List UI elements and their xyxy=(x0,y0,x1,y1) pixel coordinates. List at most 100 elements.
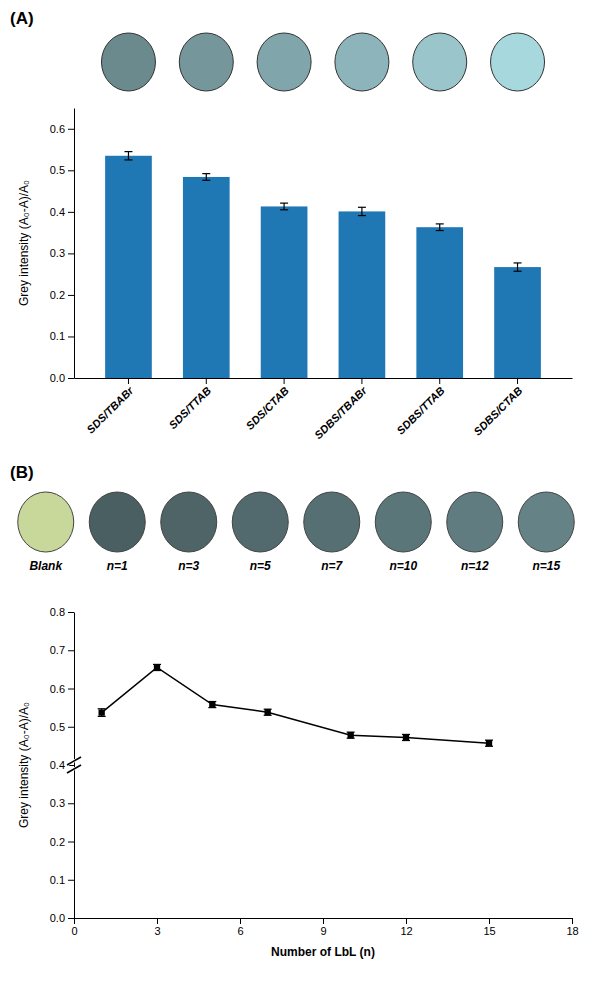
tick-label: 18 xyxy=(566,925,578,937)
figure: (A)SDS/TBABrSDS/TTABSDS/CTABSDBS/TBABrSD… xyxy=(0,0,592,992)
tick-mark xyxy=(68,727,74,728)
x-axis-title: Number of LbL (n) xyxy=(271,945,375,959)
error-bar xyxy=(208,702,216,708)
error-bar xyxy=(202,174,210,181)
tick: SDS/TTAB xyxy=(166,378,213,431)
tick: 0.5 xyxy=(50,721,74,733)
tick-label: 0.6 xyxy=(50,123,65,135)
error-cap xyxy=(514,271,522,272)
error-bar xyxy=(485,740,493,746)
error-bar xyxy=(514,263,522,271)
axis-line xyxy=(74,109,75,379)
tick-label: 6 xyxy=(237,925,243,937)
tick: 0.1 xyxy=(50,330,74,342)
error-cap xyxy=(98,716,106,717)
tick-mark xyxy=(68,378,74,379)
sample-swatch xyxy=(161,492,217,552)
annotation: Blank xyxy=(29,559,63,573)
error-cap xyxy=(124,159,132,160)
error-bar xyxy=(358,207,366,215)
tick-label: SDS/TBABr xyxy=(84,384,136,436)
sample-swatch xyxy=(375,492,431,552)
y-axis-title: Grey intensity (A₀-A)/A₀ xyxy=(17,702,31,828)
sample-swatch xyxy=(89,492,145,552)
break-mark xyxy=(67,757,81,765)
tick-mark xyxy=(489,918,490,924)
error-bar xyxy=(124,152,132,160)
error-bar xyxy=(264,709,272,715)
error-cap xyxy=(358,207,366,208)
tick-label: SDBS/TBABr xyxy=(312,384,369,441)
tick-mark xyxy=(323,918,324,924)
marker xyxy=(403,734,409,740)
tick-label: 0.3 xyxy=(50,247,65,259)
error-cap xyxy=(98,708,106,709)
annotation: n=10 xyxy=(389,559,417,573)
line xyxy=(102,667,489,743)
tick: 0 xyxy=(71,918,77,937)
tick-mark xyxy=(206,378,207,384)
error-cap xyxy=(436,230,444,231)
tick-mark xyxy=(68,880,74,881)
error-bar xyxy=(280,203,288,210)
tick-label: SDS/CTAB xyxy=(243,384,291,432)
annotation: n=5 xyxy=(250,559,271,573)
tick-mark xyxy=(68,650,74,651)
y-axis: 0.00.10.20.30.40.50.6 xyxy=(50,109,75,385)
tick-mark xyxy=(68,612,74,613)
tick-mark xyxy=(68,212,74,213)
tick-label: SDBS/CTAB xyxy=(471,384,524,437)
error-bar xyxy=(153,664,161,670)
tick-label: 0.8 xyxy=(50,606,65,618)
tick-mark xyxy=(68,170,74,171)
error-cap xyxy=(358,215,366,216)
tick-mark xyxy=(74,918,75,924)
sample-swatch xyxy=(257,33,311,91)
tick: SDS/CTAB xyxy=(243,378,291,432)
annotation: n=15 xyxy=(532,559,560,573)
error-cap xyxy=(280,203,288,204)
error-line xyxy=(361,207,362,215)
tick: 18 xyxy=(566,918,578,937)
error-cap xyxy=(280,209,288,210)
error-line xyxy=(206,174,207,181)
tick: 0.3 xyxy=(50,797,74,809)
plot-area xyxy=(105,152,541,378)
tick: 9 xyxy=(320,918,326,937)
annotation: n=7 xyxy=(321,559,343,573)
error-line xyxy=(439,224,440,231)
tick: 6 xyxy=(237,918,243,937)
tick-label: 0.1 xyxy=(50,874,65,886)
error-line xyxy=(517,263,518,271)
sample-swatch xyxy=(304,492,360,552)
tick: 0.0 xyxy=(50,372,74,384)
tick: 0.7 xyxy=(50,644,74,656)
error-bar xyxy=(347,732,355,738)
tick: 0.8 xyxy=(50,606,74,618)
tick-mark xyxy=(68,689,74,690)
tick: SDBS/TBABr xyxy=(312,378,369,441)
plot-area xyxy=(98,664,493,746)
tick-mark xyxy=(68,336,74,337)
tick: 0.4 xyxy=(50,759,74,771)
tick-label: 0.6 xyxy=(50,683,65,695)
x-axis: SDS/TBABr SDS/TTAB SDS/CTAB SDBS/TBABr SDBS/… xyxy=(75,378,573,441)
tick: 0.6 xyxy=(50,683,74,695)
marker xyxy=(99,709,105,715)
bar xyxy=(494,267,541,378)
tick-mark xyxy=(240,918,241,924)
error-cap xyxy=(124,151,132,152)
sample-swatch xyxy=(447,492,503,552)
bar xyxy=(105,156,152,378)
tick-label: 0.5 xyxy=(50,721,65,733)
axis-line xyxy=(74,613,75,919)
tick-label: 0.7 xyxy=(50,644,65,656)
tick-mark xyxy=(361,378,362,384)
error-bar xyxy=(98,709,106,717)
break-gap xyxy=(67,765,81,773)
error-cap xyxy=(202,180,210,181)
tick: 0.1 xyxy=(50,874,74,886)
tick: SDS/TBABr xyxy=(84,378,136,436)
tick-label: 12 xyxy=(400,925,412,937)
break-mark xyxy=(67,765,81,773)
